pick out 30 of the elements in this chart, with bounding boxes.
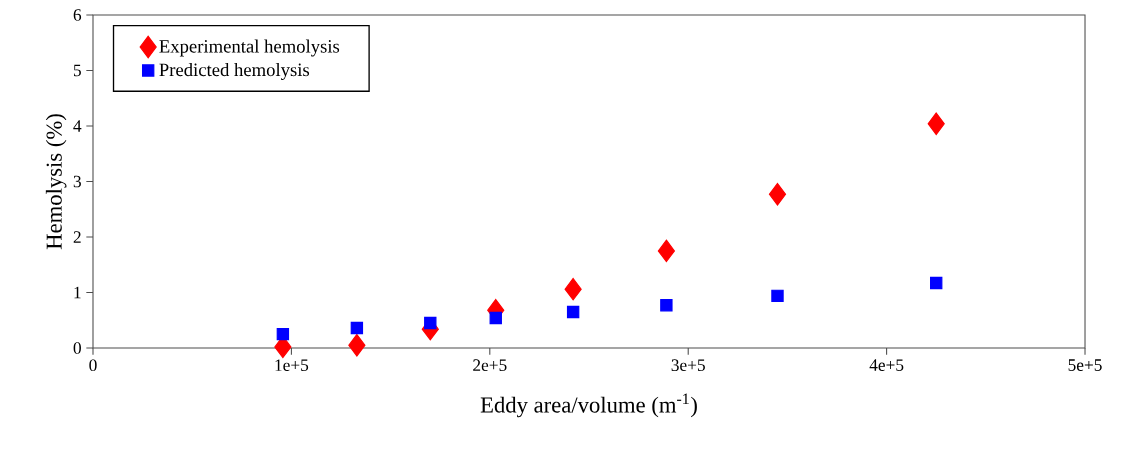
x-tick-label: 5e+5 [1068, 359, 1102, 371]
point [276, 327, 290, 341]
point [927, 112, 945, 136]
y-tick-label: 0 [73, 342, 81, 354]
x-tick-label: 1e+5 [275, 359, 309, 371]
x-tick-label: 0 [89, 359, 97, 372]
point [771, 289, 784, 303]
y-tick-label: 2 [73, 231, 81, 243]
y-tick-label: 3 [73, 175, 81, 188]
y-axis-title: Hemolysis (%) [45, 114, 67, 250]
y-tick-label: 4 [73, 120, 82, 132]
x-axis-title: Eddy area/volume (m$^{-1}$) [480, 393, 697, 418]
point [768, 183, 787, 206]
x-tick-label: 2e+5 [473, 359, 507, 372]
point [564, 277, 582, 301]
point [930, 276, 943, 290]
x-tick-label: 4e+5 [869, 359, 904, 371]
point [489, 311, 502, 325]
point [660, 299, 673, 312]
point [348, 333, 366, 357]
point [657, 239, 675, 263]
y-tick-label: 1 [74, 286, 81, 299]
y-tick-label: 5 [73, 64, 81, 77]
point [566, 305, 580, 319]
legend-label: Experimental hemolysis [159, 39, 340, 57]
legend-label: Predicted hemolysis [159, 62, 310, 80]
y-tick-label: 6 [73, 9, 82, 21]
point [350, 321, 364, 335]
point [424, 316, 437, 330]
x-tick-label: 3e+5 [671, 359, 705, 372]
